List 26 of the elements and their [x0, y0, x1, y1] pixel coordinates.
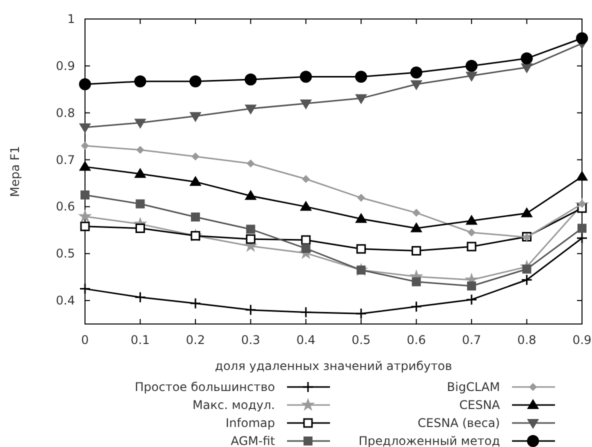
legend-label: Простое большинство	[134, 380, 275, 394]
x-tick-label: 0.2	[186, 333, 205, 347]
x-axis-title: доля удаленных значений атрибутов	[214, 359, 452, 373]
y-tick-label: 0.7	[56, 152, 75, 167]
y-tick-label: 0.6	[56, 200, 75, 214]
x-tick-label: 0.5	[352, 333, 371, 347]
x-tick-label: 0.7	[462, 333, 482, 347]
y-tick-label: 0.9	[56, 58, 75, 73]
x-tick-label: 0.6	[406, 333, 426, 347]
y-tick-label: 0.8	[56, 106, 75, 120]
x-tick-label: 0.1	[130, 333, 150, 347]
legend-label: Макс. модул.	[192, 398, 275, 412]
legend-label: CESNA (веса)	[418, 416, 500, 430]
y-tick-label: 0.5	[56, 246, 75, 261]
legend-label: BigCLAM	[446, 380, 500, 394]
x-tick-label: 0.3	[241, 333, 260, 347]
y-tick-label: 1	[67, 12, 75, 26]
x-tick-label: 0	[81, 333, 89, 347]
legend-label: AGM-fit	[230, 434, 276, 447]
x-tick-label: 0.8	[517, 333, 536, 347]
y-axis-title: Мера F1	[8, 146, 22, 198]
x-tick-label: 0.4	[296, 333, 316, 347]
x-tick-label: 0.9	[572, 333, 592, 347]
legend-label: CESNA	[459, 398, 501, 412]
y-tick-label: 0.4	[56, 294, 75, 308]
legend-label: Infomap	[226, 416, 275, 430]
